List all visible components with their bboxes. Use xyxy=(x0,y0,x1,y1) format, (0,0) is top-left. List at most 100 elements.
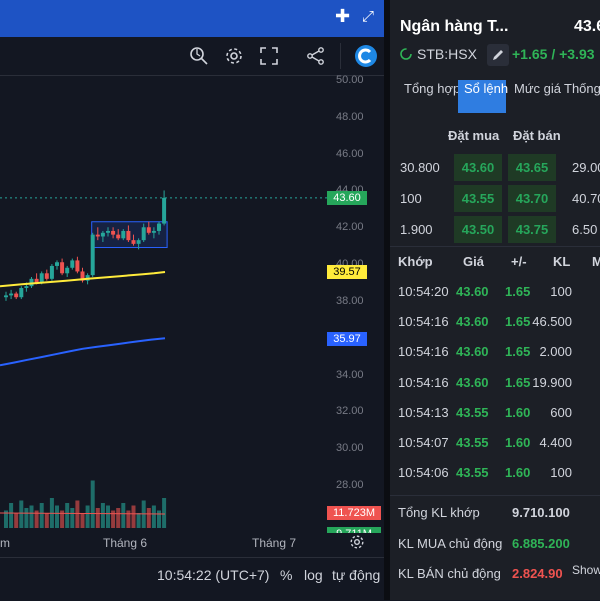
trade-time: 10:54:20 xyxy=(398,284,449,299)
candle-body xyxy=(75,260,80,272)
trade-row[interactable]: 10:54:20 43.60 1.65 100 xyxy=(390,284,600,314)
log-toggle[interactable]: log xyxy=(304,567,323,583)
candle-body xyxy=(44,273,49,279)
col-side: M xyxy=(592,254,600,269)
trade-change: 1.65 xyxy=(505,374,531,390)
plus-icon[interactable]: ✚ xyxy=(335,6,351,26)
edit-button[interactable] xyxy=(487,44,509,66)
candle-body xyxy=(121,230,126,239)
orderbook-row[interactable]: 1.900 43.50 43.75 6.50 xyxy=(390,216,600,246)
y-tick-label: 42.00 xyxy=(336,221,364,234)
trade-price: 43.55 xyxy=(456,404,489,420)
trade-time: 10:54:13 xyxy=(398,404,449,420)
trade-change: 1.60 xyxy=(505,435,531,450)
fullscreen-icon[interactable]: ⤢ xyxy=(362,8,375,25)
trade-row[interactable]: 10:54:13 43.55 1.60 600 xyxy=(390,405,600,435)
tab-tong-hop[interactable]: Tổng hợp xyxy=(404,81,461,96)
trade-change: 1.65 xyxy=(505,284,531,299)
tab-muc-gia[interactable]: Mức giá xyxy=(514,81,561,96)
volume-bar xyxy=(116,508,121,528)
y-tick-label: 48.00 xyxy=(336,110,364,123)
price-chart-plot[interactable] xyxy=(0,75,330,530)
candle-body xyxy=(141,227,146,241)
y-tick-label: 34.00 xyxy=(336,368,364,381)
toolbar-divider xyxy=(340,43,341,69)
refresh-icon[interactable] xyxy=(399,47,413,64)
col-change: +/- xyxy=(511,254,527,269)
trade-row[interactable]: 10:54:07 43.55 1.60 4.400 xyxy=(390,435,600,465)
ask-volume: 40.70 xyxy=(572,191,600,206)
trade-price: 43.60 xyxy=(456,344,489,360)
side-tabs: Tổng hợp Sổ lệnh Mức giá Thống kê xyxy=(398,80,600,114)
candle-body xyxy=(95,234,100,237)
trade-row[interactable]: 10:54:16 43.60 1.65 2.000 xyxy=(390,344,600,374)
summary-row: KL MUA chủ động 6.885.200 xyxy=(390,536,600,566)
volume-bar xyxy=(100,503,105,528)
candle-body xyxy=(24,286,29,289)
percent-toggle[interactable]: % xyxy=(280,567,293,583)
volume-bar xyxy=(85,505,90,528)
bid-header: Đặt mua xyxy=(448,128,500,143)
trade-volume: 46.500 xyxy=(532,314,572,330)
candle-body xyxy=(126,230,131,241)
col-price: Giá xyxy=(463,254,484,269)
candle-body xyxy=(19,288,24,298)
candle-body xyxy=(116,234,121,239)
x-label-thang-6: Tháng 6 xyxy=(103,536,148,550)
trade-volume: 100 xyxy=(550,284,572,299)
trade-row[interactable]: 10:54:06 43.55 1.60 100 xyxy=(390,465,600,495)
separator xyxy=(390,495,600,496)
price-tag: 43.60 xyxy=(327,191,367,205)
summary-value: 2.824.90 xyxy=(512,566,563,581)
share-icon[interactable] xyxy=(305,45,327,67)
volume-bar xyxy=(157,510,161,528)
settings-icon[interactable] xyxy=(349,534,365,550)
chart-toolbar xyxy=(0,37,384,76)
y-tick-label: 30.00 xyxy=(336,442,364,455)
volume-bar xyxy=(44,513,49,528)
candle-body xyxy=(60,262,65,274)
summary-label: KL MUA chủ động xyxy=(398,535,503,551)
tab-thong-ke[interactable]: Thống kê xyxy=(564,81,600,96)
trade-time: 10:54:16 xyxy=(398,374,449,390)
trade-time: 10:54:16 xyxy=(398,344,449,360)
ask-price: 43.75 xyxy=(508,216,556,243)
bid-price: 43.55 xyxy=(454,185,502,212)
summary-row: Tổng KL khớp 9.710.100 xyxy=(390,505,600,535)
volume-bar xyxy=(9,503,14,528)
pane-divider[interactable] xyxy=(384,0,390,600)
candle-body xyxy=(29,278,34,287)
candle-body xyxy=(39,273,44,283)
volume-bar xyxy=(60,510,65,528)
volume-bar xyxy=(151,505,156,528)
trade-row[interactable]: 10:54:16 43.60 1.65 46.500 xyxy=(390,314,600,344)
trade-price: 43.55 xyxy=(456,435,489,450)
volume-bar xyxy=(19,500,24,528)
price-tag: 39.57 xyxy=(327,265,367,279)
bid-price: 43.60 xyxy=(454,154,502,181)
volume-bar xyxy=(121,503,126,528)
logo-icon[interactable] xyxy=(354,44,378,68)
trade-price: 43.55 xyxy=(456,465,489,481)
trade-row[interactable]: 10:54:16 43.60 1.65 19.900 xyxy=(390,375,600,405)
trade-price: 43.60 xyxy=(456,374,489,390)
volume-bar xyxy=(106,505,110,528)
auto-toggle[interactable]: tự động xyxy=(332,567,381,583)
volume-bar xyxy=(24,508,29,528)
zoom-icon[interactable] xyxy=(188,45,210,67)
volume-bar xyxy=(111,510,116,528)
volume-bar xyxy=(126,510,131,528)
ask-price: 43.70 xyxy=(508,185,556,212)
expand-icon[interactable] xyxy=(258,45,280,67)
tab-so-lenh[interactable]: Sổ lệnh xyxy=(458,80,508,113)
gear-icon[interactable] xyxy=(223,45,245,67)
candle-body xyxy=(14,293,19,298)
status-bar: 10:54:22 (UTC+7) % log tự động xyxy=(0,557,384,601)
candle-body xyxy=(151,230,156,233)
show-button[interactable]: Show xyxy=(572,563,600,577)
volume-bar xyxy=(4,510,8,528)
candle-body xyxy=(157,223,161,231)
candle-body xyxy=(55,262,59,266)
